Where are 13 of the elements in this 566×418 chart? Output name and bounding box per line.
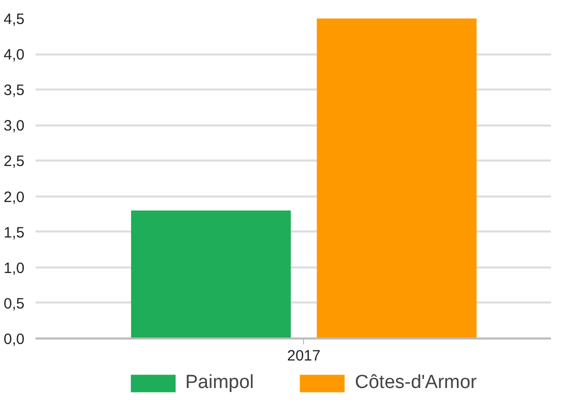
- y-tick-label: 1,0: [4, 260, 25, 277]
- y-tick-label: 1,5: [4, 224, 25, 242]
- y-tick-label: 0,0: [4, 331, 25, 348]
- y-tick-label: 4,5: [4, 11, 25, 28]
- y-tick-label: 4,0: [4, 46, 25, 64]
- y-tick-label: 3,5: [4, 82, 25, 100]
- y-tick-label: 2,0: [4, 188, 25, 206]
- legend-label: Côtes-d'Armor: [354, 372, 477, 394]
- x-tick-label: 2017: [287, 348, 321, 364]
- y-tick-label: 3,0: [4, 118, 25, 135]
- y-tick-label: 0,5: [4, 295, 25, 312]
- y-tick-label: 2,5: [4, 153, 25, 170]
- legend-label: Paimpol: [185, 372, 254, 394]
